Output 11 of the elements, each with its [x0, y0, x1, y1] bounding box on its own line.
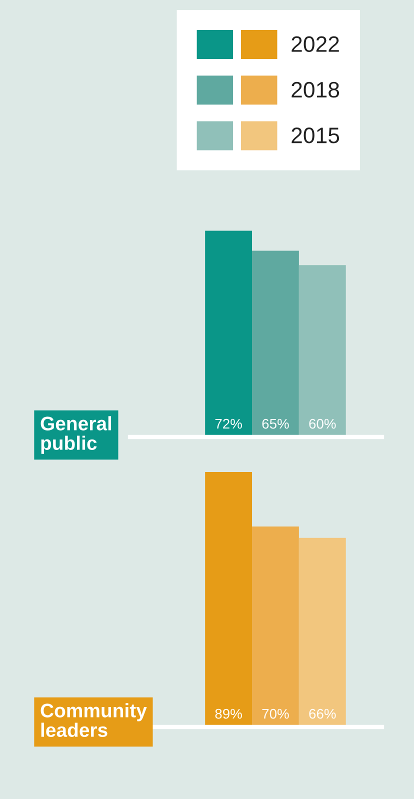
data-label: 89% [215, 708, 242, 719]
data-label: 66% [309, 708, 336, 719]
data-label: 72% [215, 418, 242, 429]
data-label: 70% [262, 708, 289, 719]
data-label: 60% [309, 418, 336, 429]
legend-label: 2015 [292, 128, 340, 144]
text: Community leaders [40, 703, 147, 737]
text: General public [40, 416, 112, 454]
legend-label: 2018 [292, 82, 340, 98]
data-label: 65% [262, 418, 289, 429]
legend-label: 2022 [292, 36, 339, 52]
